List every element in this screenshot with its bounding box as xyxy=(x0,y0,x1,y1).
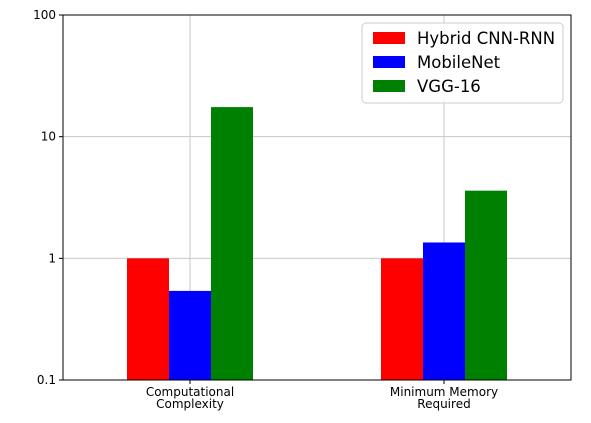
x-tick-label: Required xyxy=(417,397,470,411)
y-axis: 0.1 1 10 100 xyxy=(33,8,63,387)
bar xyxy=(465,190,507,380)
y-tick-label: 10 xyxy=(41,130,56,144)
bar xyxy=(381,258,423,380)
legend-swatch xyxy=(373,32,405,44)
bar xyxy=(423,242,465,380)
bar xyxy=(211,107,253,380)
legend-swatch xyxy=(373,56,405,68)
bar xyxy=(127,258,169,380)
legend-label: MobileNet xyxy=(417,53,501,72)
x-tick-label: Minimum Memory xyxy=(390,385,498,399)
legend-box xyxy=(361,22,564,104)
y-tick-label: 1 xyxy=(48,251,56,265)
legend-swatch xyxy=(373,80,405,92)
bar xyxy=(169,290,211,380)
x-tick-label: Computational xyxy=(146,385,234,399)
plot-frame xyxy=(62,14,572,381)
x-tick-label: Complexity xyxy=(156,397,224,411)
y-tick-label: 0.1 xyxy=(37,373,56,387)
legend-label: Hybrid CNN-RNN xyxy=(417,29,555,48)
y-tick-label: 100 xyxy=(33,8,56,22)
bars xyxy=(127,107,507,380)
legend-label: VGG-16 xyxy=(417,77,481,96)
legend: Hybrid CNN-RNN MobileNet VGG-16 xyxy=(361,22,564,104)
